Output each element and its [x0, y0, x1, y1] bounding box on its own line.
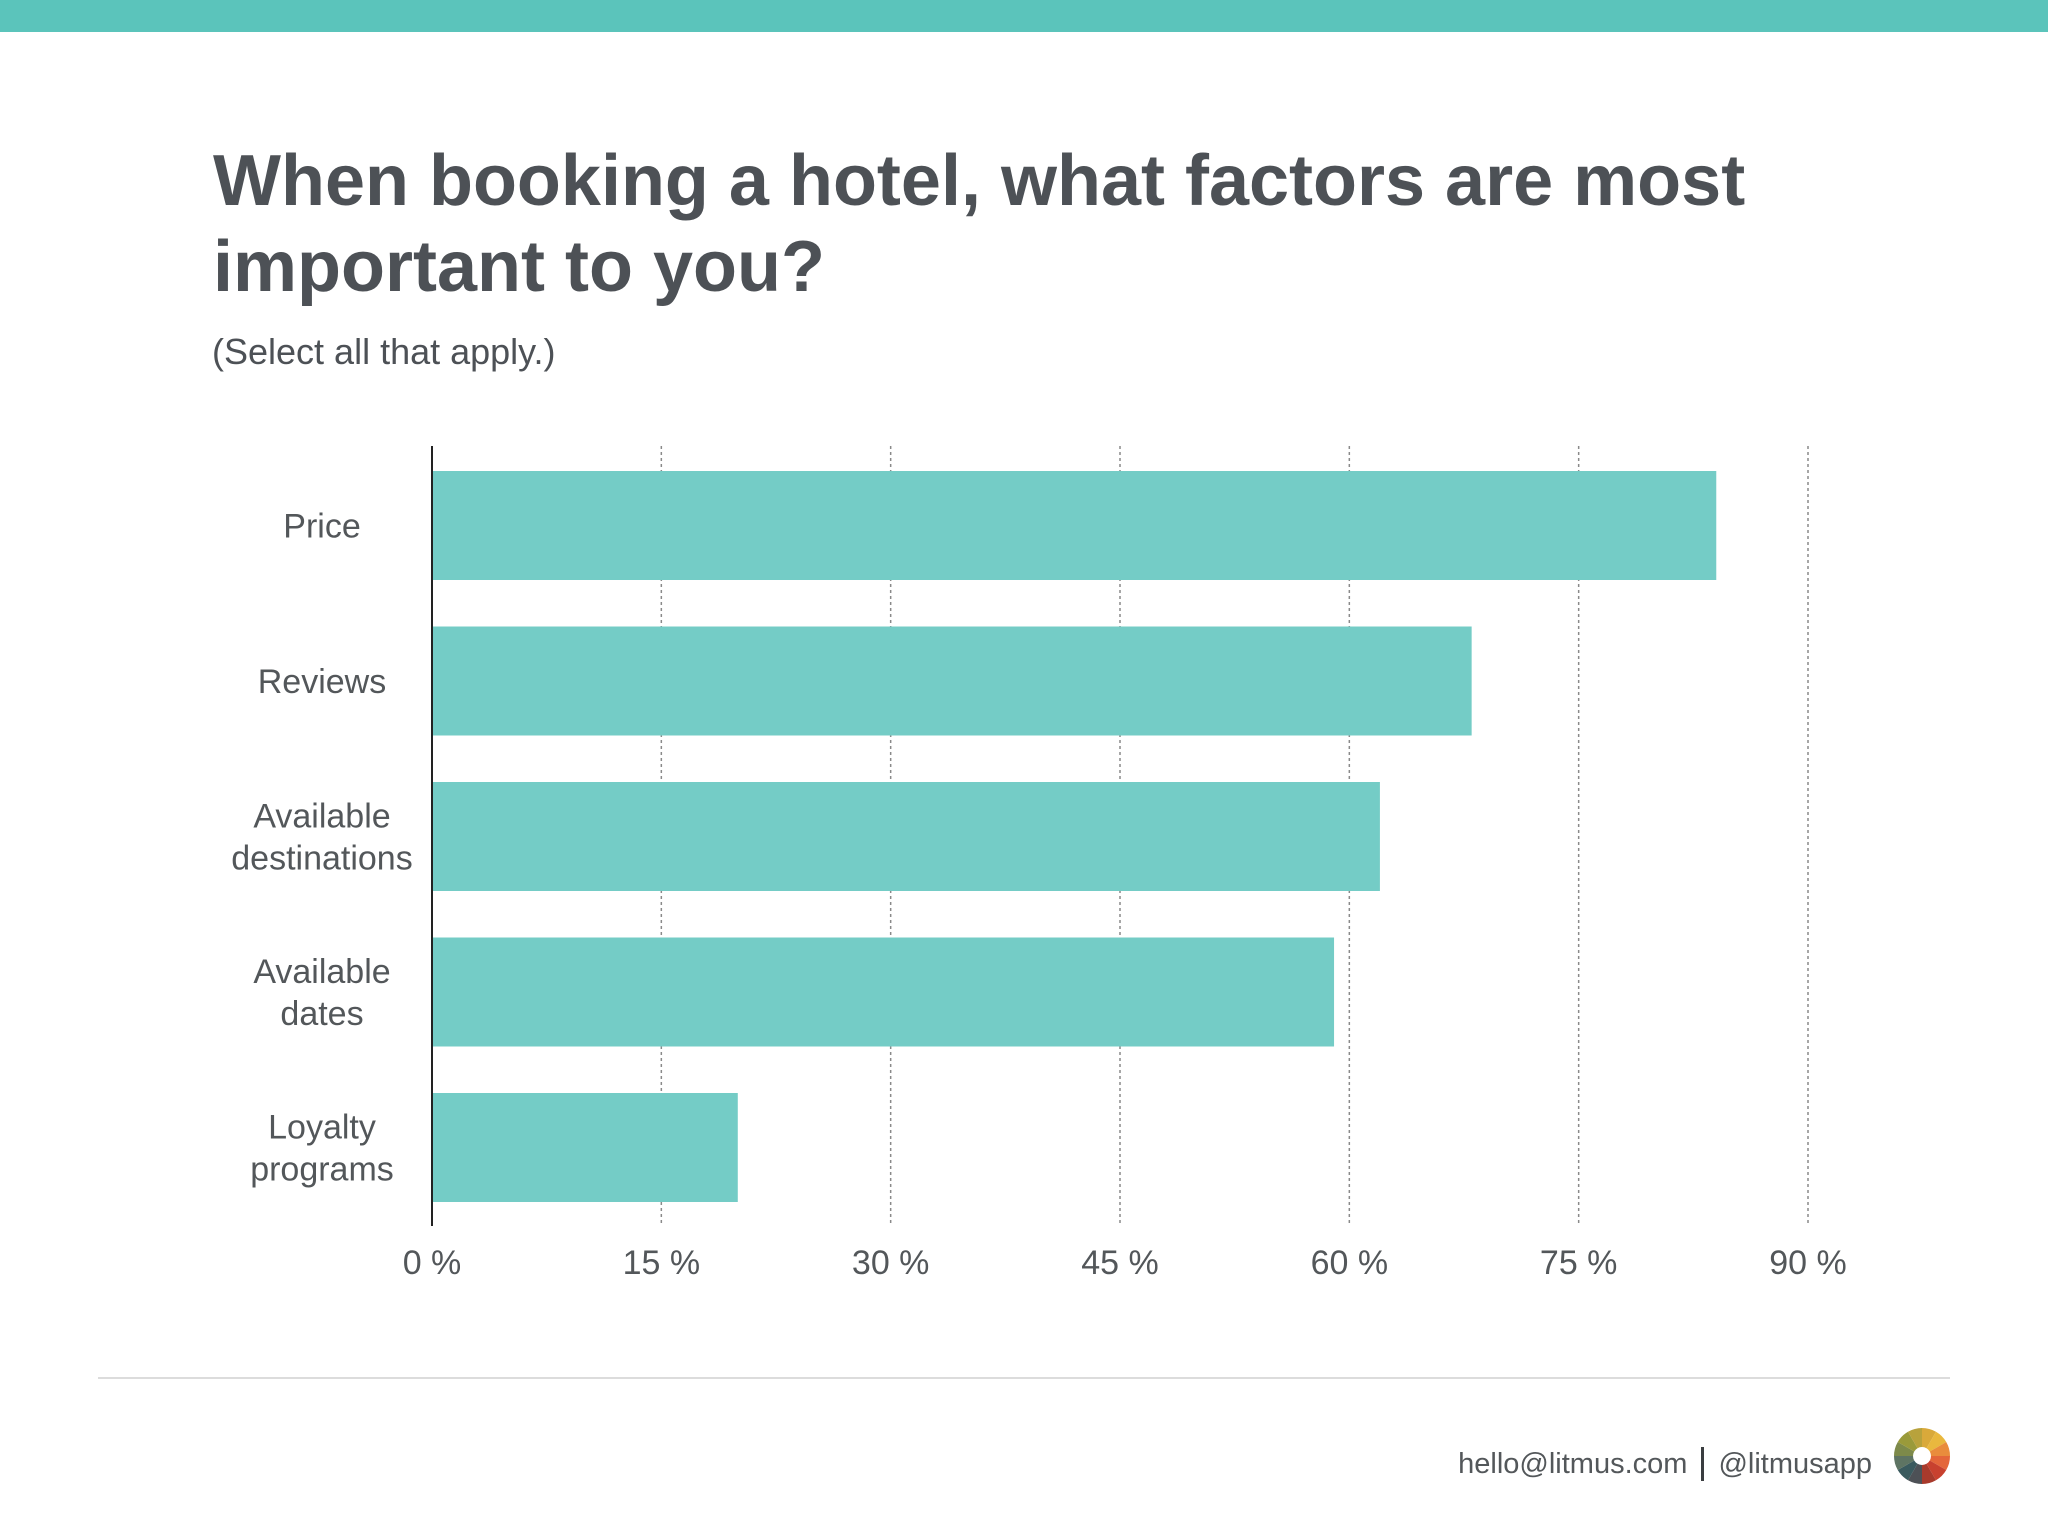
bar	[432, 1093, 738, 1202]
category-label: Loyalty programs	[250, 1109, 394, 1189]
litmus-color-wheel-icon	[1894, 1428, 1950, 1484]
chart-title: When booking a hotel, what factors are m…	[213, 141, 1746, 307]
category-label-line: programs	[250, 1151, 394, 1189]
bar	[432, 626, 1472, 736]
x-tick-label: 75 %	[1540, 1244, 1618, 1282]
category-label-line: Price	[283, 508, 360, 546]
footer-separator	[1701, 1447, 1705, 1481]
category-label: Available destinations	[231, 798, 412, 878]
footer-handle[interactable]: @litmusapp	[1718, 1447, 1872, 1480]
logo-segment	[1908, 1463, 1922, 1484]
logo-segment	[1929, 1442, 1950, 1456]
x-tick-label: 90 %	[1769, 1244, 1847, 1282]
bar	[432, 937, 1335, 1047]
logo-segment	[1926, 1431, 1947, 1452]
bars	[432, 471, 1717, 1202]
footer-divider	[98, 1377, 1950, 1379]
logo-segment	[1897, 1460, 1918, 1481]
bar	[432, 782, 1380, 891]
category-label-line: Reviews	[258, 663, 386, 701]
top-accent-bar	[0, 0, 2048, 32]
x-tick-label: 30 %	[852, 1244, 930, 1282]
category-label: Available dates	[253, 953, 390, 1033]
category-label-line: dates	[280, 995, 363, 1033]
category-label-line: destinations	[231, 840, 412, 878]
logo-segment	[1908, 1428, 1922, 1449]
x-tick-labels: 0 % 15 % 30 % 45 % 60 % 75 % 90 %	[403, 1244, 1847, 1282]
bar	[432, 471, 1717, 580]
logo-segment	[1894, 1442, 1915, 1456]
logo-segment	[1922, 1463, 1936, 1484]
logo-segment	[1897, 1431, 1918, 1452]
category-label: Price	[283, 508, 360, 546]
logo-segment	[1922, 1428, 1936, 1449]
category-label: Reviews	[258, 663, 386, 701]
footer-email[interactable]: hello@litmus.com	[1458, 1447, 1688, 1480]
x-tick-label: 60 %	[1311, 1244, 1389, 1282]
footer-contact: hello@litmus.com @litmusapp	[1458, 1440, 1872, 1488]
x-tick-label: 45 %	[1081, 1244, 1159, 1282]
chart-subtitle: (Select all that apply.)	[212, 331, 556, 372]
logo-segment	[1926, 1460, 1947, 1481]
category-label-line: Loyalty	[268, 1109, 376, 1147]
x-tick-label: 0 %	[403, 1244, 462, 1282]
category-label-line: Available	[253, 798, 390, 836]
logo-segment	[1929, 1456, 1950, 1470]
x-tick-label: 15 %	[623, 1244, 701, 1282]
category-label-line: Available	[253, 953, 390, 991]
logo-segment	[1894, 1456, 1915, 1470]
